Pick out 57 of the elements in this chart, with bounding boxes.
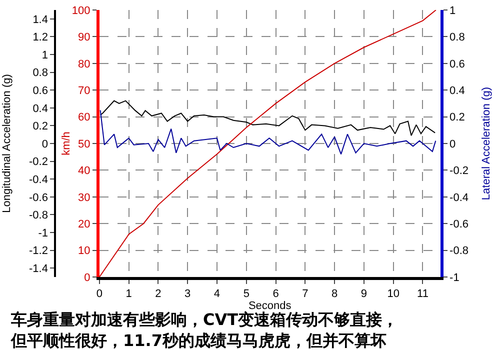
y-tick-label: -1.4 xyxy=(29,262,48,275)
y2-tick-label: 40 xyxy=(78,165,90,178)
y3-tick-label: -0.8 xyxy=(450,245,469,258)
x-tick-label: 3 xyxy=(184,288,191,300)
x-tick-label: 6 xyxy=(272,288,279,300)
y-tick-label: 1.2 xyxy=(32,32,48,44)
y3-tick-label: 1 xyxy=(450,4,456,17)
x-tick-label: 2 xyxy=(155,288,162,300)
text: 车身重量对加速有些影响，CVT变速箱传动不够直接，但平顺性很好，11.7秒的成绩马马虎虎，但并不算坏 xyxy=(10,310,398,350)
y2-tick-label: 80 xyxy=(78,58,90,70)
y-tick-label: 0 xyxy=(42,138,48,150)
y2-tick-label: 20 xyxy=(78,218,90,230)
y3-tick-label: 0.8 xyxy=(450,32,465,44)
y-tick-label: -0.2 xyxy=(29,156,48,168)
y3-tick-label: -0.4 xyxy=(450,192,469,204)
x-tick-label: 7 xyxy=(302,288,308,300)
x-tick-label: 5 xyxy=(243,288,250,300)
y2-tick-label: 10 xyxy=(78,245,90,258)
x-tick-label: 0 xyxy=(96,288,102,300)
y-tick-label: -0.4 xyxy=(29,174,48,186)
line-series xyxy=(100,110,436,155)
y-tick-label: 0.6 xyxy=(32,84,48,97)
y-tick-label: -1.2 xyxy=(29,245,48,258)
y3-tick-label: -0.2 xyxy=(450,165,469,178)
y-tick-label: 0.8 xyxy=(32,67,48,80)
y-tick-label: 1 xyxy=(42,49,48,62)
x-tick-label: 8 xyxy=(331,288,338,300)
y-tick-label: -0.8 xyxy=(29,210,48,222)
y2-tick-label: 0 xyxy=(84,272,90,284)
y-tick-label: 0.2 xyxy=(32,120,48,133)
y3-tick-label: -1 xyxy=(450,272,460,284)
y3-tick-label: 0.4 xyxy=(450,84,465,97)
y3-tick-label: 0 xyxy=(450,138,456,150)
x-axis-title: Seconds xyxy=(248,300,292,312)
y2-tick-label: 30 xyxy=(78,192,90,204)
x-tick-label: 4 xyxy=(214,288,220,300)
y3-axis-title: Lateral Acceleration (g) xyxy=(480,86,493,200)
y2-tick-label: 90 xyxy=(78,32,90,44)
line-series xyxy=(99,10,436,277)
line-series xyxy=(100,100,436,136)
y3-tick-label: 0.2 xyxy=(450,112,465,124)
x-tick-label: 11 xyxy=(417,288,428,300)
y-tick-label: 0.4 xyxy=(32,102,48,115)
y-tick-label: -0.6 xyxy=(29,192,48,204)
y3-tick-label: 0.6 xyxy=(450,58,465,70)
y2-tick-label: 60 xyxy=(78,112,90,124)
y-tick-label: -1 xyxy=(38,227,48,240)
y-axis-title: Longitudinal Acceleration (g) xyxy=(1,74,14,213)
x-tick-label: 9 xyxy=(360,288,367,300)
y3-tick-label: -0.6 xyxy=(450,218,469,230)
y2-tick-label: 70 xyxy=(78,84,90,97)
x-tick-label: 10 xyxy=(387,288,400,300)
y2-axis-title: km/h xyxy=(60,132,73,156)
x-tick-label: 1 xyxy=(126,288,132,300)
y2-tick-label: 100 xyxy=(72,4,90,17)
y-tick-label: 1.4 xyxy=(32,14,48,26)
y2-tick-label: 50 xyxy=(78,138,90,150)
